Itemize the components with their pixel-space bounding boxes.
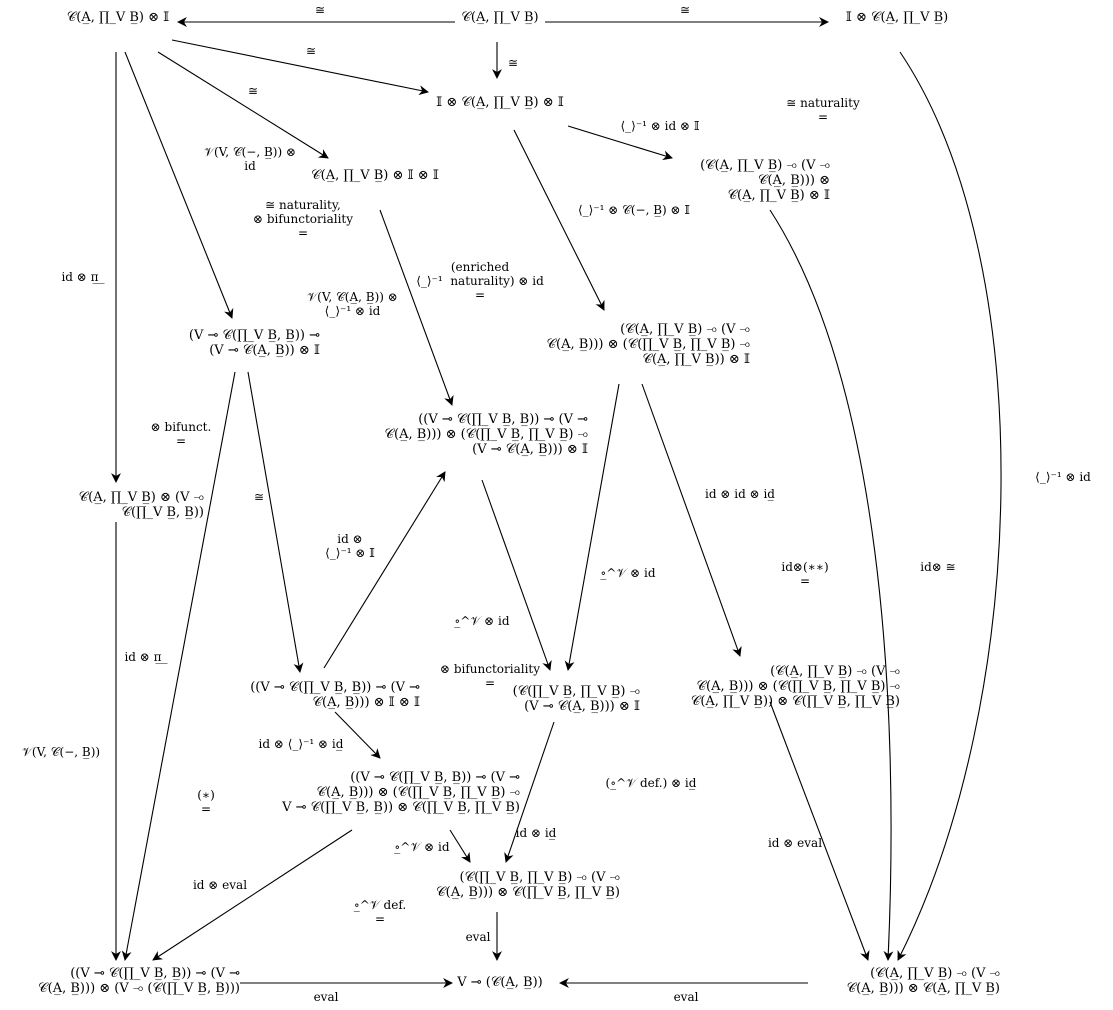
arrow-left-mid-to-left-II — [247, 371, 304, 673]
label-iso-top-right: ≅ — [679, 3, 691, 17]
arrow-center-low-to-eval-src — [449, 829, 471, 863]
node-right-upper: (𝒞(A̲, ∏_V B̲) ⊸ (V ⊸ 𝒞(A̲, B̲))) ⊗ 𝒞(A̲… — [700, 158, 830, 203]
label-id-idbar: id ⊗ id̲ — [515, 826, 557, 840]
node-center: ((V ⊸ 𝒞(∏_V B̲, B̲)) ⊸ (V ⊸ 𝒞(A̲, B̲))) … — [384, 412, 588, 457]
arrow-center-right-to-right-lower — [641, 383, 742, 657]
node-mid-lower: (𝒞(∏_V B̲, ∏_V B̲) ⊸ (V ⊸ 𝒞(A̲, B̲))) ⊗ … — [512, 684, 640, 714]
node-bottom-mid: V ⊸ (𝒞(A̲, B̲)) — [457, 975, 543, 990]
node-bottom-right: (𝒞(A̲, ∏_V B̲) ⊸ (V ⊸ 𝒞(A̲, B̲))) ⊗ 𝒞(A̲… — [846, 966, 1000, 996]
label-id-star2: id⊗(∗∗) = — [781, 560, 829, 588]
arrow-II-to-center — [379, 209, 454, 406]
label-bifunct-center: ⊗ bifunctoriality = — [439, 662, 541, 690]
node-top-mid: 𝒞(A̲, ∏_V B̲) — [461, 10, 539, 25]
node-left-lower: 𝒞(A̲, ∏_V B̲) ⊗ (V ⊸ 𝒞(∏_V B̲, B̲)) — [78, 490, 204, 520]
node-eval-src: (𝒞(∏_V B̲, ∏_V B̲) ⊸ (V ⊸ 𝒞(A̲, B̲))) ⊗ … — [436, 870, 620, 900]
arrow-mid-lower-to-eval-src — [504, 721, 555, 863]
label-iso-diag2: ≅ — [247, 84, 259, 98]
arrow-center-low-to-bottom-left — [152, 829, 353, 961]
label-bracket-id-I: ⟨_⟩⁻¹ ⊗ id ⊗ 𝕀 — [620, 119, 700, 133]
arrow-unit-to-right-upper — [567, 125, 673, 161]
arrow-left-II-to-center-low — [334, 711, 381, 759]
label-enriched-naturality: (enriched ⟨_⟩⁻¹ naturality) ⊗ id = — [416, 260, 544, 302]
label-bracket-C-I: ⟨_⟩⁻¹ ⊗ 𝒞(−, B̲) ⊗ 𝕀 — [577, 203, 691, 217]
node-bottom-left: ((V ⊸ 𝒞(∏_V B̲, B̲)) ⊸ (V ⊸ 𝒞(A̲, B̲))) … — [38, 966, 240, 996]
label-eval-down: eval — [465, 930, 491, 944]
label-circ-def: ∘̲^𝒱 def. = — [353, 898, 407, 926]
arrow-left-II-to-center — [323, 471, 446, 669]
node-top-right: 𝕀 ⊗ 𝒞(A̲, ∏_V B̲) — [845, 10, 949, 25]
label-V-C-AB-bracket: 𝒱(V, 𝒞(A̲, B̲)) ⊗ ⟨_⟩⁻¹ ⊗ id — [307, 290, 398, 318]
label-id-bracket-I: id ⊗ ⟨_⟩⁻¹ ⊗ 𝕀 — [325, 532, 375, 560]
label-id-pi-top: id ⊗ π̲_ — [61, 270, 105, 284]
label-V-C-id: 𝒱(V, 𝒞(−, B̲)) ⊗ id — [203, 145, 297, 173]
label-eval-bottom-right: eval — [673, 990, 699, 1004]
label-V-C-left: 𝒱(V, 𝒞(−, B̲)) — [21, 745, 101, 759]
arrow-top-left-to-unit — [171, 39, 429, 96]
label-circ-id-low: ∘̲^𝒱 ⊗ id — [394, 840, 450, 854]
label-star1: (∗) = — [197, 788, 215, 816]
label-iso-down: ≅ — [507, 56, 519, 70]
label-id-eval-right: id ⊗ eval — [767, 836, 823, 850]
label-id-pi-lower: id ⊗ π̲_ — [124, 650, 168, 664]
label-iso-naturality: ≅ naturality = — [786, 96, 860, 124]
label-id-eval-left: id ⊗ eval — [192, 878, 248, 892]
node-center-right: (𝒞(A̲, ∏_V B̲) ⊸ (V ⊸ 𝒞(A̲, B̲))) ⊗ (𝒞(∏… — [546, 322, 750, 367]
arrow-center-to-mid-lower — [481, 479, 552, 671]
node-top-left: 𝒞(A̲, ∏_V B̲) ⊗ 𝕀 — [66, 10, 170, 25]
label-circ-id-center: ∘̲^𝒱 ⊗ id — [454, 614, 510, 628]
label-id-iso: id⊗ ≅ — [920, 560, 956, 574]
label-bracket-id-far: ⟨_⟩⁻¹ ⊗ id — [1035, 470, 1091, 484]
label-circ-def-id: (∘̲^𝒱 def.) ⊗ id̲ — [605, 776, 697, 790]
label-nat-bifunct: ≅ naturality, ⊗ bifunctoriality = — [252, 198, 354, 240]
label-circ-id-right: ∘̲^𝒱 ⊗ id — [600, 566, 656, 580]
arrow-right-lower-to-bottom-right — [769, 701, 870, 961]
node-center-low: ((V ⊸ 𝒞(∏_V B̲, B̲)) ⊸ (V ⊸ 𝒞(A̲, B̲))) … — [282, 770, 520, 815]
label-id-bracket-id: id ⊗ ⟨_⟩⁻¹ ⊗ id̲ — [258, 737, 344, 751]
arrow-center-right-to-mid-lower — [564, 383, 620, 671]
label-id-id-id: id ⊗ id ⊗ id̲ — [705, 487, 775, 501]
node-unit-middle: 𝕀 ⊗ 𝒞(A̲, ∏_V B̲) ⊗ 𝕀 — [436, 95, 564, 110]
node-left-II: ((V ⊸ 𝒞(∏_V B̲, B̲)) ⊸ (V ⊸ 𝒞(A̲, B̲))) … — [250, 680, 420, 710]
node-left-mid: (V ⊸ 𝒞(∏_V B̲, B̲)) ⊸ (V ⊸ 𝒞(A̲, B̲)) ⊗ … — [188, 328, 320, 358]
node-right-lower: (𝒞(A̲, ∏_V B̲) ⊸ (V ⊸ 𝒞(A̲, B̲))) ⊗ (𝒞(∏… — [690, 664, 900, 709]
arrow-left-mid-to-bottom-left — [121, 371, 236, 961]
label-eval-bottom-left: eval — [313, 990, 339, 1004]
arrow-left-diag-to-left-mid — [124, 51, 234, 319]
arrow-top-left-to-II — [157, 51, 329, 159]
node-II: 𝒞(A̲, ∏_V B̲) ⊗ 𝕀 ⊗ 𝕀 — [311, 168, 439, 183]
label-bifunct-short: ⊗ bifunct. = — [150, 420, 212, 448]
arrow-unit-to-center-right — [513, 129, 605, 311]
arrow-right-upper-to-bottom-right — [769, 209, 894, 961]
arrow-top-right-to-bottom-right — [897, 51, 1002, 961]
label-iso-top-left: ≅ — [314, 3, 326, 17]
label-iso-diag1: ≅ — [305, 44, 317, 58]
label-iso-left-mid: ≅ — [253, 490, 265, 504]
